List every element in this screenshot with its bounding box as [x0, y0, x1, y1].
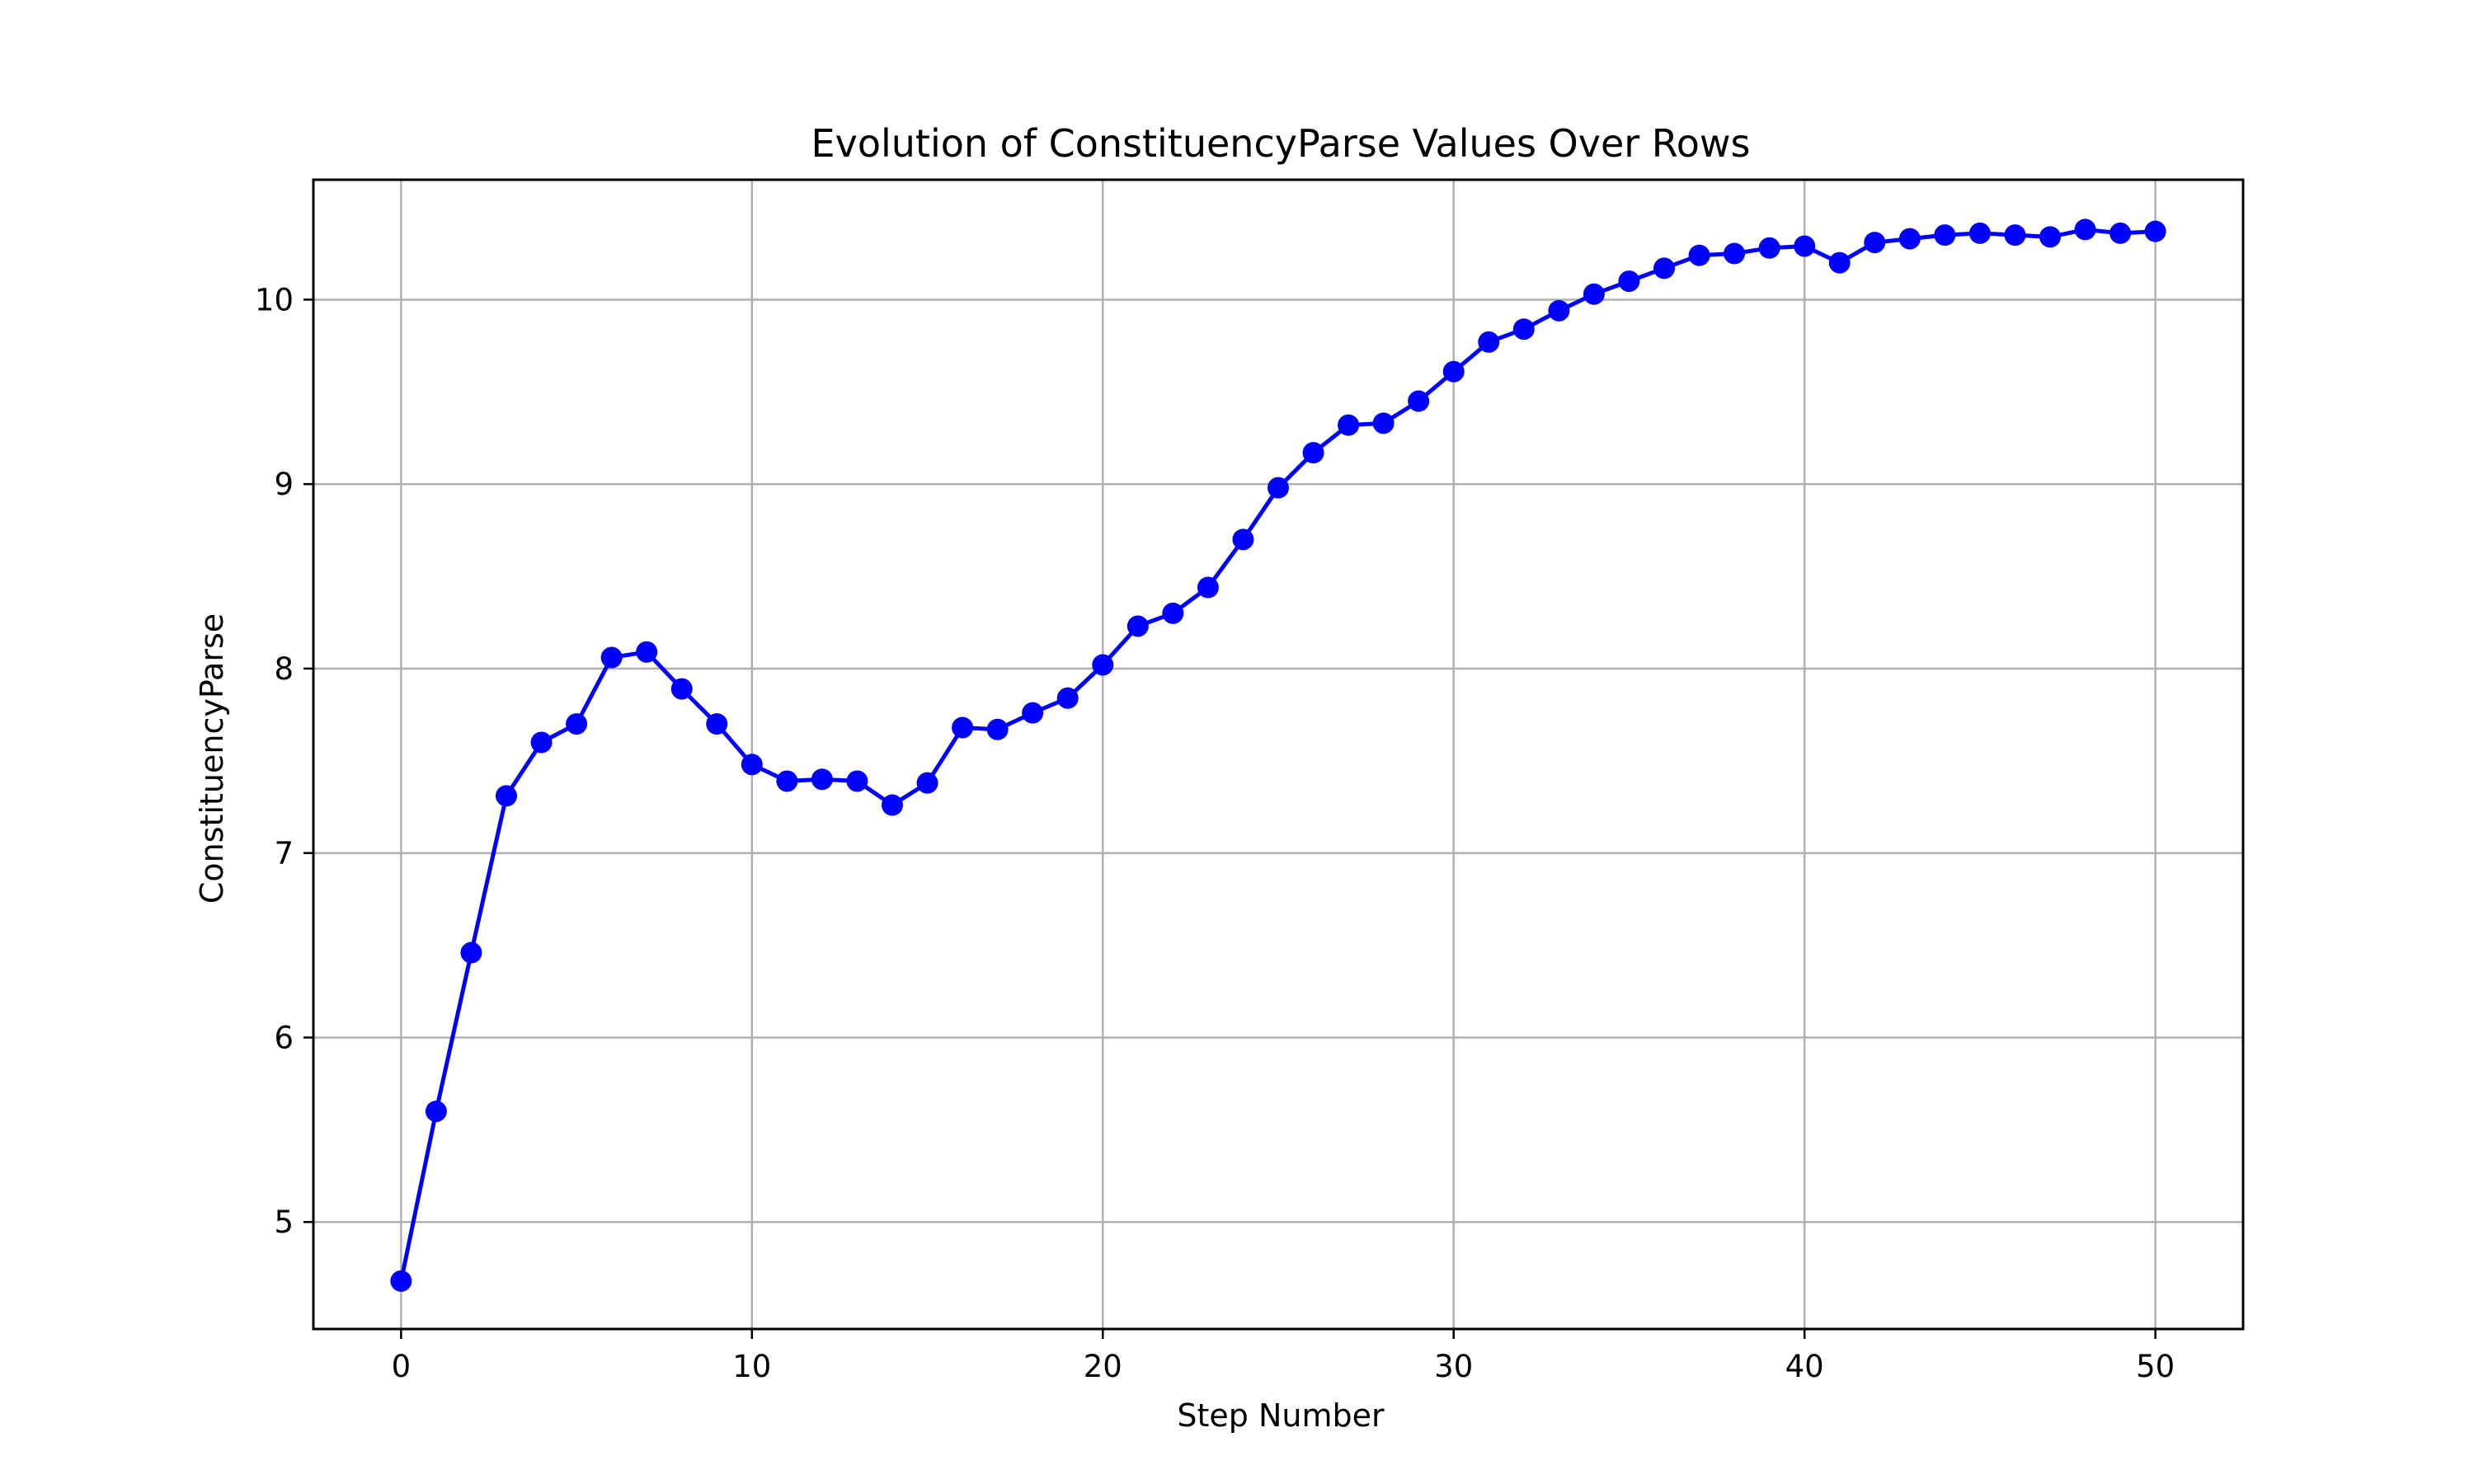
chart-title: Evolution of ConstituencyParse Values Ov… — [811, 121, 1751, 166]
data-point — [1968, 222, 1991, 244]
data-point — [1338, 414, 1360, 436]
data-point — [1898, 228, 1921, 250]
data-point — [600, 646, 623, 669]
data-point — [1794, 235, 1816, 257]
data-point — [1162, 602, 1184, 624]
data-point — [530, 731, 553, 754]
y-tick-label: 10 — [255, 282, 294, 317]
x-tick-label: 10 — [732, 1349, 771, 1384]
data-point — [1092, 654, 1114, 676]
y-tick-label: 5 — [274, 1205, 294, 1240]
data-point — [882, 794, 903, 816]
data-point — [1126, 615, 1149, 637]
data-point — [811, 768, 833, 791]
data-point — [2074, 218, 2096, 241]
data-point — [1512, 318, 1535, 340]
data-point — [1268, 477, 1289, 499]
data-point — [1022, 702, 1044, 724]
x-tick-label: 50 — [2136, 1349, 2175, 1384]
data-point — [1758, 237, 1780, 259]
x-tick-label: 20 — [1084, 1349, 1122, 1384]
tick-layer: 0 10 20 30 40 50 5 6 7 8 9 10 — [255, 282, 2175, 1384]
data-point — [390, 1270, 412, 1292]
data-point — [1372, 412, 1395, 434]
data-point — [425, 1100, 447, 1122]
data-point — [952, 716, 974, 739]
data-point — [566, 713, 588, 735]
data-point — [496, 785, 517, 807]
data-point — [636, 641, 658, 663]
x-tick-label: 40 — [1785, 1349, 1824, 1384]
y-tick-label: 8 — [274, 651, 294, 687]
x-tick-label: 30 — [1434, 1349, 1473, 1384]
data-point — [1056, 687, 1079, 709]
data-point — [1724, 242, 1746, 265]
data-point — [986, 718, 1009, 740]
data-point — [460, 942, 482, 964]
data-point — [1408, 390, 1430, 412]
data-point — [1653, 257, 1675, 279]
data-point — [1688, 244, 1710, 266]
data-point — [1934, 224, 1956, 247]
data-point — [2109, 222, 2132, 244]
x-axis-label: Step Number — [1177, 1397, 1385, 1434]
data-point — [1864, 232, 1886, 254]
x-tick-label: 0 — [392, 1349, 412, 1384]
data-point — [1197, 576, 1219, 599]
data-point — [1618, 270, 1640, 293]
data-point — [741, 754, 763, 776]
series-layer — [390, 218, 2166, 1292]
y-tick-label: 7 — [274, 836, 294, 871]
y-tick-label: 9 — [274, 467, 294, 502]
data-point — [846, 770, 868, 792]
data-point — [1548, 299, 1570, 322]
data-point — [776, 770, 798, 792]
data-point — [1232, 528, 1254, 551]
data-point — [706, 713, 728, 735]
data-point — [1302, 442, 1324, 464]
y-axis-label: ConstituencyParse — [194, 613, 230, 904]
data-point — [1583, 283, 1605, 305]
plot-frame — [312, 178, 2245, 1331]
data-point — [2039, 226, 2061, 248]
data-point — [1828, 251, 1851, 274]
data-point — [2144, 220, 2166, 242]
data-point — [1478, 331, 1500, 353]
data-point — [1442, 360, 1465, 383]
y-tick-label: 6 — [274, 1020, 294, 1055]
data-point — [916, 772, 938, 794]
data-point — [670, 678, 693, 700]
grid-layer — [313, 180, 2243, 1329]
data-point — [2004, 224, 2026, 247]
